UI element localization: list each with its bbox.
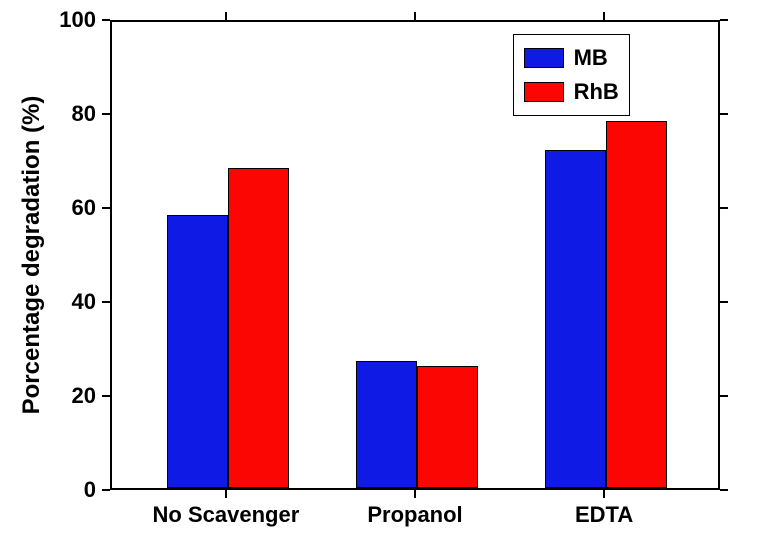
legend-label: MB xyxy=(574,45,608,71)
xtick-label: No Scavenger xyxy=(153,502,300,528)
xtick xyxy=(414,490,416,498)
ytick-label: 40 xyxy=(72,289,96,315)
ytick xyxy=(720,489,728,491)
ytick xyxy=(102,113,110,115)
ytick xyxy=(720,207,728,209)
ytick xyxy=(102,19,110,21)
bar xyxy=(417,366,478,488)
xtick xyxy=(414,12,416,20)
ytick xyxy=(720,113,728,115)
xtick xyxy=(225,12,227,20)
ytick xyxy=(102,489,110,491)
chart-stage: Porcentage degradation (%) 0 20 40 60 80 100 N… xyxy=(0,0,772,557)
xtick xyxy=(225,490,227,498)
ytick xyxy=(720,395,728,397)
bar xyxy=(356,361,417,488)
ytick xyxy=(720,301,728,303)
xtick xyxy=(603,12,605,20)
ytick-label: 60 xyxy=(72,195,96,221)
ytick-label: 100 xyxy=(59,7,96,33)
ytick-label: 20 xyxy=(72,383,96,409)
legend-swatch xyxy=(524,48,564,68)
bar xyxy=(167,215,228,488)
ytick-label: 80 xyxy=(72,101,96,127)
legend-item: RhB xyxy=(524,79,619,105)
bar xyxy=(606,121,667,488)
ytick xyxy=(720,19,728,21)
xtick-label: Propanol xyxy=(367,502,462,528)
bar xyxy=(545,150,606,488)
ytick xyxy=(102,207,110,209)
xtick xyxy=(603,490,605,498)
legend: MB RhB xyxy=(513,34,630,116)
ytick-label: 0 xyxy=(84,477,96,503)
xtick-label: EDTA xyxy=(575,502,633,528)
y-axis-label: Porcentage degradation (%) xyxy=(18,96,46,415)
legend-item: MB xyxy=(524,45,619,71)
legend-label: RhB xyxy=(574,79,619,105)
bar xyxy=(228,168,289,488)
legend-swatch xyxy=(524,82,564,102)
ytick xyxy=(102,395,110,397)
ytick xyxy=(102,301,110,303)
